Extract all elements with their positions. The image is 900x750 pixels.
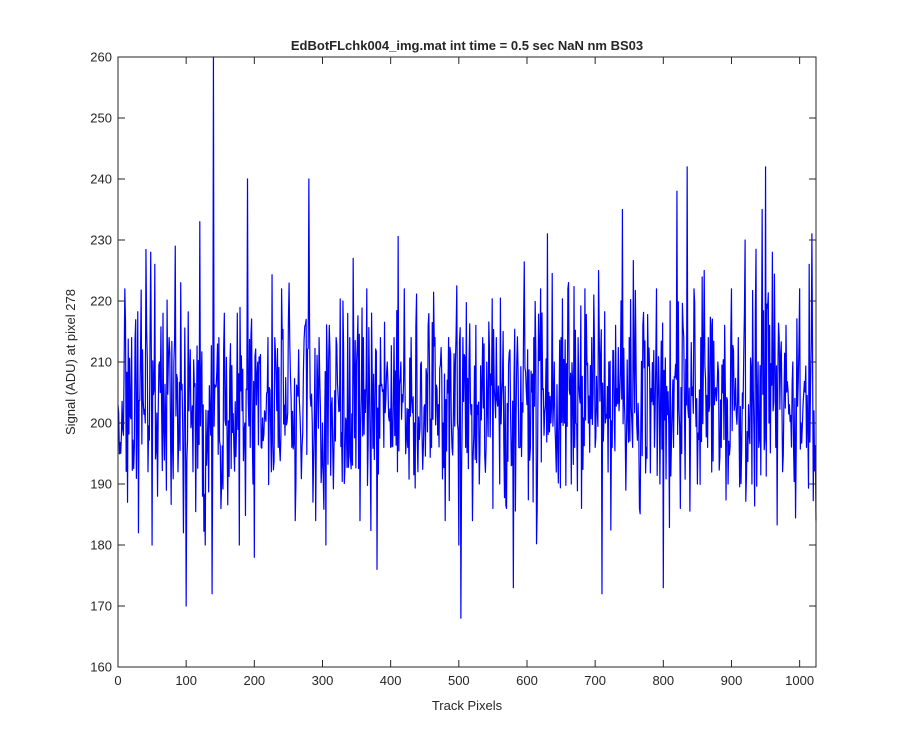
y-tick-label-260: 260 bbox=[90, 50, 112, 65]
y-tick-label-250: 250 bbox=[90, 111, 112, 126]
y-tick-label-240: 240 bbox=[90, 172, 112, 187]
x-tick-label-900: 900 bbox=[721, 673, 743, 688]
x-tick-label-1000: 1000 bbox=[785, 673, 814, 688]
y-tick-label-210: 210 bbox=[90, 355, 112, 370]
y-tick-label-220: 220 bbox=[90, 294, 112, 309]
x-tick-label-0: 0 bbox=[114, 673, 121, 688]
axes-layer: 0 100 200 300 400 500 600 700 800 900 1000 160 170 18… bbox=[90, 50, 817, 688]
x-tick-label-500: 500 bbox=[448, 673, 470, 688]
x-tick-label-700: 700 bbox=[584, 673, 606, 688]
y-tick-label-230: 230 bbox=[90, 233, 112, 248]
x-tick-label-600: 600 bbox=[516, 673, 538, 688]
x-tick-label-300: 300 bbox=[312, 673, 334, 688]
series-layer bbox=[117, 56, 817, 619]
x-axis-label: Track Pixels bbox=[432, 698, 503, 713]
y-tick-label-160: 160 bbox=[90, 660, 112, 675]
y-tick-label-200: 200 bbox=[90, 416, 112, 431]
x-tick-label-400: 400 bbox=[380, 673, 402, 688]
y-tick-label-190: 190 bbox=[90, 477, 112, 492]
y-tick-label-170: 170 bbox=[90, 599, 112, 614]
x-tick-label-100: 100 bbox=[175, 673, 197, 688]
x-tick-label-200: 200 bbox=[243, 673, 265, 688]
series-line-0 bbox=[117, 56, 817, 619]
chart-title: EdBotFLchk004_img.mat int time = 0.5 sec… bbox=[291, 38, 643, 53]
x-tick-label-800: 800 bbox=[652, 673, 674, 688]
y-tick-label-180: 180 bbox=[90, 538, 112, 553]
y-axis-label: Signal (ADU) at pixel 278 bbox=[63, 289, 78, 435]
